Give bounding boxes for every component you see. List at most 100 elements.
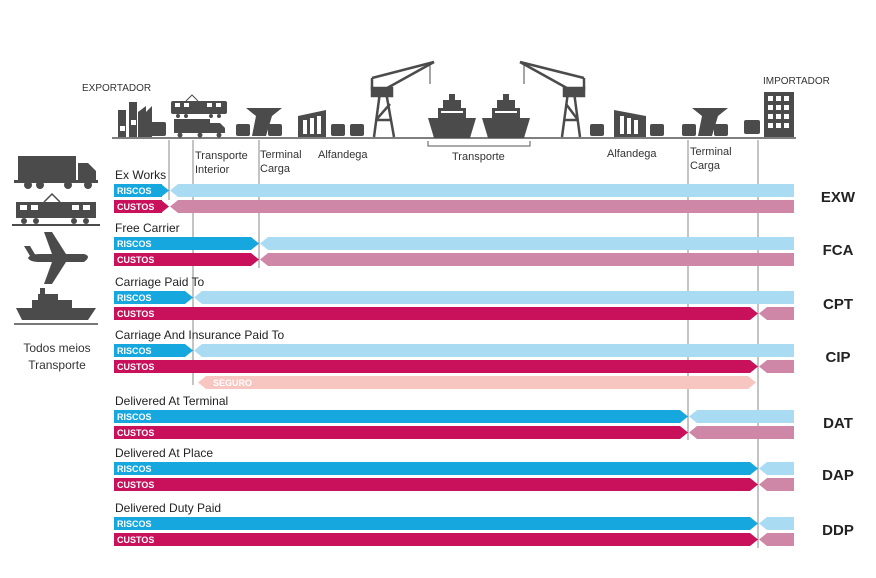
sidebar-caption-1: Todos meios	[23, 341, 90, 355]
cost-dat-tag	[114, 426, 162, 439]
cost-ddp-tag	[114, 533, 162, 546]
main-transport-label: Transporte	[452, 151, 505, 163]
buyer-cost-bar-ddp	[759, 533, 794, 546]
buyer-cost-bar-exw	[170, 200, 794, 213]
buyer-risk-bar-cip	[194, 344, 794, 357]
inland-transport-label-2: Interior	[195, 164, 230, 176]
seller-cost-bar-dap	[114, 478, 758, 491]
risk-dap-label: RISCOS	[117, 464, 152, 474]
buyer-cost-bar-dap	[759, 478, 794, 491]
seller-cost-bar-dat	[114, 426, 688, 439]
seller-cost-bar-cpt	[114, 307, 758, 320]
buyer-cost-bar-cip	[759, 360, 794, 373]
cost-dap-tag	[114, 478, 162, 491]
term-name-dap: Delivered At Place	[115, 446, 213, 460]
exporter-label: EXPORTADOR	[82, 83, 151, 94]
buyer-cost-bar-cpt	[759, 307, 794, 320]
term-name-cip: Carriage And Insurance Paid To	[115, 328, 285, 342]
risk-dat-label: RISCOS	[117, 412, 152, 422]
terms-layer: Ex Works RISCOS CUSTOS EXW Free Carrier RISCO…	[114, 168, 856, 546]
term-code-cpt: CPT	[823, 296, 853, 313]
risk-exw-label: RISCOS	[117, 186, 152, 196]
importer-building-icon	[744, 92, 794, 137]
term-code-fca: FCA	[823, 242, 854, 259]
cost-fca-tag	[114, 253, 162, 266]
risk-ddp-label: RISCOS	[117, 519, 152, 529]
buyer-risk-bar-dat	[689, 410, 794, 423]
sidebar-truck-icon	[14, 156, 98, 189]
buyer-cost-bar-fca	[260, 253, 794, 266]
cost-dat-label: CUSTOS	[117, 428, 154, 438]
exporter-factory-icon	[118, 102, 166, 137]
terminal-origin-icon	[236, 108, 282, 136]
importer-label: IMPORTADOR	[763, 76, 830, 87]
terminal-destination-icon	[682, 108, 728, 136]
term-name-dat: Delivered At Terminal	[115, 394, 228, 408]
terminal-destination-label-2: Carga	[690, 160, 721, 172]
terminal-origin-label-1: Terminal	[260, 149, 302, 161]
header-icons	[112, 60, 796, 147]
risk-dap-tag	[114, 462, 162, 475]
risk-cip-label: RISCOS	[117, 346, 152, 356]
sidebar-ship-icon	[14, 288, 98, 325]
risk-fca-label: RISCOS	[117, 239, 152, 249]
risk-dat-tag	[114, 410, 162, 423]
buyer-risk-bar-ddp	[759, 517, 794, 530]
risk-cpt-label: RISCOS	[117, 293, 152, 303]
cost-cpt-label: CUSTOS	[117, 309, 154, 319]
buyer-risk-bar-exw	[170, 184, 794, 197]
inland-transport-label-1: Transporte	[195, 150, 248, 162]
buyer-cost-bar-dat	[689, 426, 794, 439]
cost-exw-label: CUSTOS	[117, 202, 154, 212]
seller-risk-bar-dat	[114, 410, 688, 423]
term-code-dat: DAT	[823, 415, 853, 432]
buyer-risk-bar-cpt	[194, 291, 794, 304]
ship-left-icon	[428, 94, 476, 138]
risk-exw-tag	[114, 184, 162, 197]
term-code-exw: EXW	[821, 189, 856, 206]
term-code-ddp: DDP	[822, 522, 854, 539]
term-name-ddp: Delivered Duty Paid	[115, 501, 221, 515]
truck-small-icon	[174, 119, 225, 138]
cost-fca-label: CUSTOS	[117, 255, 154, 265]
ship-right-icon	[482, 94, 530, 138]
risk-cpt-tag	[114, 291, 162, 304]
seller-cost-bar-ddp	[114, 533, 758, 546]
cost-cip-label: CUSTOS	[117, 362, 154, 372]
cost-cip-tag	[114, 360, 162, 373]
sidebar-airplane-icon	[24, 232, 88, 284]
seller-cost-bar-cip	[114, 360, 758, 373]
insurance-bar-cip	[198, 376, 756, 389]
terminal-destination-label-1: Terminal	[690, 146, 732, 158]
customs-destination-label: Alfandega	[607, 148, 657, 160]
risk-fca-tag	[114, 237, 162, 250]
term-code-cip: CIP	[825, 349, 850, 366]
cost-dap-label: CUSTOS	[117, 480, 154, 490]
seller-risk-bar-ddp	[114, 517, 758, 530]
sidebar-caption-2: Transporte	[28, 358, 86, 372]
seller-risk-bar-dap	[114, 462, 758, 475]
term-code-dap: DAP	[822, 467, 854, 484]
term-name-fca: Free Carrier	[115, 221, 180, 235]
cost-exw-tag	[114, 200, 162, 213]
customs-origin-label: Alfandega	[318, 149, 368, 161]
terminal-origin-label-2: Carga	[260, 163, 291, 175]
cost-cpt-tag	[114, 307, 162, 320]
term-name-cpt: Carriage Paid To	[115, 275, 204, 289]
risk-cip-tag	[114, 344, 162, 357]
train-small-icon	[171, 94, 227, 118]
insurance-label-cip: SEGURO	[213, 378, 252, 388]
cost-ddp-label: CUSTOS	[117, 535, 154, 545]
customs-origin-icon	[298, 110, 364, 137]
customs-destination-icon	[590, 110, 664, 137]
transport-bracket	[427, 141, 531, 147]
risk-ddp-tag	[114, 517, 162, 530]
term-name-exw: Ex Works	[115, 168, 166, 182]
buyer-risk-bar-dap	[759, 462, 794, 475]
port-crane-left-icon	[370, 60, 435, 138]
port-crane-right-icon	[519, 60, 586, 138]
buyer-risk-bar-fca	[260, 237, 794, 250]
sidebar-train-icon	[12, 192, 100, 226]
